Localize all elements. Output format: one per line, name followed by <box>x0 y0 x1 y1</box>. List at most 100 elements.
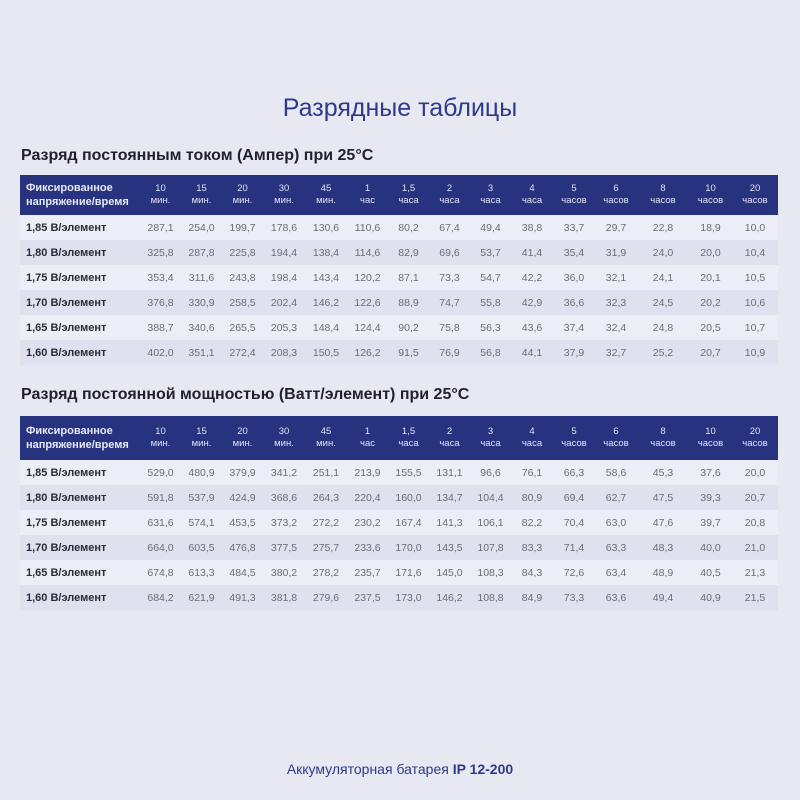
table-cell: 325,8 <box>147 246 174 259</box>
column-unit: часов <box>742 438 768 449</box>
column-header: 1 час <box>347 175 388 215</box>
table-cell: 205,3 <box>270 321 298 334</box>
column-unit: часа <box>439 195 460 206</box>
table-cell: 237,5 <box>354 591 381 604</box>
table-cell: 75,8 <box>439 321 460 334</box>
table-cell: 32,3 <box>605 296 627 309</box>
column-unit: часов <box>742 195 768 206</box>
column-header: 2 часа <box>429 175 470 215</box>
table-cell: 83,3 <box>521 541 543 554</box>
table-cell: 258,5 <box>229 296 256 309</box>
table-title-power: Разряд постоянной мощностью (Ватт/элемен… <box>21 386 470 403</box>
footer-model: IP 12-200 <box>452 761 514 777</box>
table-cell: 42,2 <box>521 271 543 284</box>
table-cell: 70,4 <box>563 516 585 529</box>
table-cell: 44,1 <box>521 346 543 359</box>
column-value: 2 <box>446 426 453 437</box>
column-unit: часа <box>521 438 543 449</box>
table-cell: 21,5 <box>744 591 766 604</box>
table-cell: 71,4 <box>563 541 585 554</box>
table-cell: 272,2 <box>312 516 340 529</box>
table-cell: 198,4 <box>270 271 298 284</box>
table-cell: 402,0 <box>147 346 174 359</box>
table-cell: 279,6 <box>312 591 340 604</box>
table-cell: 25,2 <box>652 346 674 359</box>
table-cell: 380,2 <box>270 566 298 579</box>
column-value: 5 <box>571 183 577 194</box>
table-cell: 72,6 <box>563 566 585 579</box>
table-cell: 330,9 <box>188 296 215 309</box>
table-cell: 104,4 <box>477 491 504 504</box>
table-cell: 621,9 <box>188 591 215 604</box>
column-value: 3 <box>487 183 494 194</box>
table-cell: 36,6 <box>563 296 585 309</box>
table-row: 1,70 В/элемент 664,0 603,5 476,8 377,5 275,7 2… <box>20 535 778 560</box>
table-cell: 54,7 <box>480 271 501 284</box>
table-cell: 45,3 <box>652 466 674 479</box>
column-value: 20 <box>749 426 761 437</box>
column-header: 15 мин. <box>181 416 222 460</box>
table-cell: 84,9 <box>521 591 543 604</box>
column-header: 20 часов <box>732 175 778 215</box>
row-label: 1,75 В/элемент <box>26 516 107 529</box>
table-cell: 351,1 <box>188 346 215 359</box>
column-value: 2 <box>446 183 453 194</box>
table-cell: 574,1 <box>188 516 215 529</box>
table-cell: 42,9 <box>521 296 543 309</box>
table-cell: 130,6 <box>312 221 340 234</box>
table-cell: 146,2 <box>312 296 340 309</box>
table-cell: 124,4 <box>354 321 381 334</box>
column-value: 10 <box>155 183 166 194</box>
table-cell: 155,5 <box>395 466 422 479</box>
table-cell: 36,0 <box>563 271 585 284</box>
table-cell: 108,8 <box>477 591 504 604</box>
table-cell: 37,9 <box>563 346 585 359</box>
table-cell: 287,8 <box>188 246 215 259</box>
column-unit: часов <box>561 195 587 206</box>
table-title-current: Разряд постоянным током (Ампер) при 25°C <box>21 147 374 164</box>
table-cell: 63,6 <box>605 591 627 604</box>
header-row: Фиксированное напряжение/время 10 мин. 15 ми… <box>20 416 778 460</box>
table-cell: 272,4 <box>229 346 256 359</box>
column-header: 2 часа <box>429 416 470 460</box>
column-unit: часа <box>398 195 419 206</box>
table-cell: 107,8 <box>477 541 504 554</box>
column-value: 15 <box>196 183 207 194</box>
table-cell: 91,5 <box>398 346 419 359</box>
table-cell: 120,2 <box>354 271 381 284</box>
table-cell: 537,9 <box>188 491 215 504</box>
column-header: 30 мин. <box>263 416 305 460</box>
table-cell: 143,4 <box>312 271 340 284</box>
row-label: 1,85 В/элемент <box>26 221 107 234</box>
table-cell: 76,9 <box>439 346 460 359</box>
table-cell: 230,2 <box>354 516 381 529</box>
column-unit: часов <box>603 195 629 206</box>
column-unit: часа <box>480 438 501 449</box>
table-cell: 591,8 <box>147 491 174 504</box>
table-cell: 67,4 <box>439 221 460 234</box>
table-cell: 233,6 <box>354 541 381 554</box>
table-cell: 134,7 <box>436 491 463 504</box>
table-cell: 29,7 <box>605 221 627 234</box>
column-header: 5 часов <box>553 416 595 460</box>
table-row: 1,85 В/элемент 287,1 254,0 199,7 178,6 130,6 1… <box>20 215 778 240</box>
row-label: 1,70 В/элемент <box>26 296 107 309</box>
column-unit: часов <box>697 195 724 206</box>
table-cell: 122,6 <box>354 296 381 309</box>
table-cell: 173,0 <box>395 591 422 604</box>
table-cell: 58,6 <box>605 466 627 479</box>
footer: Аккумуляторная батарея IP 12-200 <box>0 761 800 777</box>
table-cell: 340,6 <box>188 321 215 334</box>
column-value: 20 <box>237 183 248 194</box>
table-cell: 38,8 <box>521 221 543 234</box>
table-cell: 18,9 <box>700 221 721 234</box>
table-cell: 388,7 <box>147 321 174 334</box>
table-cell: 10,5 <box>744 271 766 284</box>
column-header: 20 часов <box>732 416 778 460</box>
table-cell: 21,0 <box>744 541 766 554</box>
column-value: 15 <box>196 426 207 437</box>
table-cell: 56,3 <box>480 321 501 334</box>
column-unit: часа <box>439 438 460 449</box>
table-cell: 21,3 <box>744 566 766 579</box>
column-unit: мин. <box>191 438 212 449</box>
